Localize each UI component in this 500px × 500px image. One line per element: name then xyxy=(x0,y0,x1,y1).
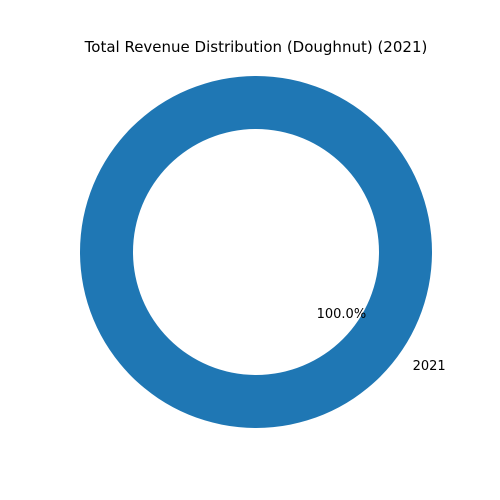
slice-category-label: 2021 xyxy=(413,359,446,374)
labels-layer: 100.0% 2021 xyxy=(317,307,446,374)
doughnut-slice-2021 xyxy=(80,76,432,428)
slice-percent-label: 100.0% xyxy=(317,307,367,322)
chart-title: Total Revenue Distribution (Doughnut) (2… xyxy=(84,38,428,56)
slices-layer xyxy=(80,76,432,428)
